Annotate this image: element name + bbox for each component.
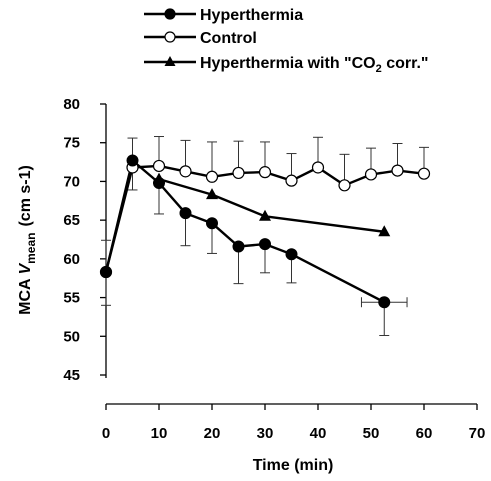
y-axis-title: MCA Vmean (cm s-1) xyxy=(17,165,38,315)
y-tick-label-70: 70 xyxy=(63,173,80,190)
legend-label-co2-corr: Hyperthermia with "CO2 corr." xyxy=(200,55,428,75)
y-tick-label-50: 50 xyxy=(63,328,80,345)
x-tick-label-20: 20 xyxy=(204,425,221,442)
legend-label-control: Control xyxy=(200,30,257,47)
marker-hyperthermia-0 xyxy=(100,266,112,279)
marker-control-2 xyxy=(152,159,166,173)
y-tick-label-65: 65 xyxy=(63,212,80,229)
x-tick-label-40: 40 xyxy=(310,425,327,442)
y-axis-title-units: (cm s-1) xyxy=(17,165,34,226)
marker-control-5 xyxy=(232,166,245,180)
marker-control-11 xyxy=(391,164,404,177)
legend-label-co2-subscript: 2 xyxy=(376,63,382,75)
marker-co2-corr-1 xyxy=(206,188,218,200)
marker-co2-corr-2 xyxy=(259,209,271,221)
marker-control-10 xyxy=(364,168,378,181)
y-axis-title-variable: V xyxy=(17,263,34,275)
series-markers xyxy=(99,154,431,309)
marker-co2-corr-3 xyxy=(378,225,391,237)
marker-control-3 xyxy=(179,165,192,178)
y-axis-title-prefix: MCA xyxy=(17,275,34,315)
marker-hyperthermia-4 xyxy=(206,217,218,230)
marker-control-6 xyxy=(258,166,272,179)
legend-entry-hyperthermia: Hyperthermia xyxy=(144,7,303,24)
y-axis-ticks: 45 50 55 60 65 70 75 80 xyxy=(63,96,106,384)
x-tick-label-0: 0 xyxy=(102,425,110,442)
y-tick-label-45: 45 xyxy=(63,367,80,384)
y-tick-label-60: 60 xyxy=(63,251,80,268)
legend-marker-co2-corr xyxy=(164,56,176,66)
marker-control-7 xyxy=(285,174,298,187)
y-axis-title-subscript: mean xyxy=(24,233,38,264)
legend: Hyperthermia Control Hyperthermia with "… xyxy=(144,7,428,75)
x-axis-title: Time (min) xyxy=(253,457,334,474)
series-line-co2-corr xyxy=(158,177,385,233)
error-bars xyxy=(101,136,429,337)
y-tick-label-75: 75 xyxy=(63,135,80,152)
legend-entry-co2-corr: Hyperthermia with "CO2 corr." xyxy=(144,55,428,75)
marker-co2-corr-0 xyxy=(153,172,165,184)
x-tick-label-10: 10 xyxy=(151,425,168,442)
x-tick-label-30: 30 xyxy=(257,425,274,442)
legend-entry-control: Control xyxy=(144,30,257,47)
x-axis-ticks: 0 10 20 30 40 50 60 70 xyxy=(102,404,486,442)
legend-label-co2-part1: Hyperthermia with "CO xyxy=(200,55,376,72)
x-tick-label-50: 50 xyxy=(363,425,380,442)
x-tick-label-60: 60 xyxy=(416,425,433,442)
legend-label-hyperthermia: Hyperthermia xyxy=(200,7,303,24)
marker-control-8 xyxy=(311,161,325,174)
marker-control-12 xyxy=(417,167,431,180)
marker-control-4 xyxy=(205,170,219,183)
marker-control-9 xyxy=(338,179,351,192)
y-tick-label-80: 80 xyxy=(63,96,80,113)
marker-hyperthermia-7 xyxy=(285,248,298,261)
marker-hyperthermia-6 xyxy=(259,238,271,251)
x-tick-label-70: 70 xyxy=(469,425,486,442)
y-tick-label-55: 55 xyxy=(63,290,80,307)
marker-hyperthermia-1 xyxy=(126,154,139,167)
legend-label-co2-part2: corr." xyxy=(382,55,429,72)
marker-hyperthermia-8 xyxy=(378,296,391,309)
marker-hyperthermia-5 xyxy=(232,240,245,253)
legend-marker-control xyxy=(164,31,176,43)
legend-marker-hyperthermia xyxy=(164,8,176,20)
marker-hyperthermia-3 xyxy=(179,207,192,220)
